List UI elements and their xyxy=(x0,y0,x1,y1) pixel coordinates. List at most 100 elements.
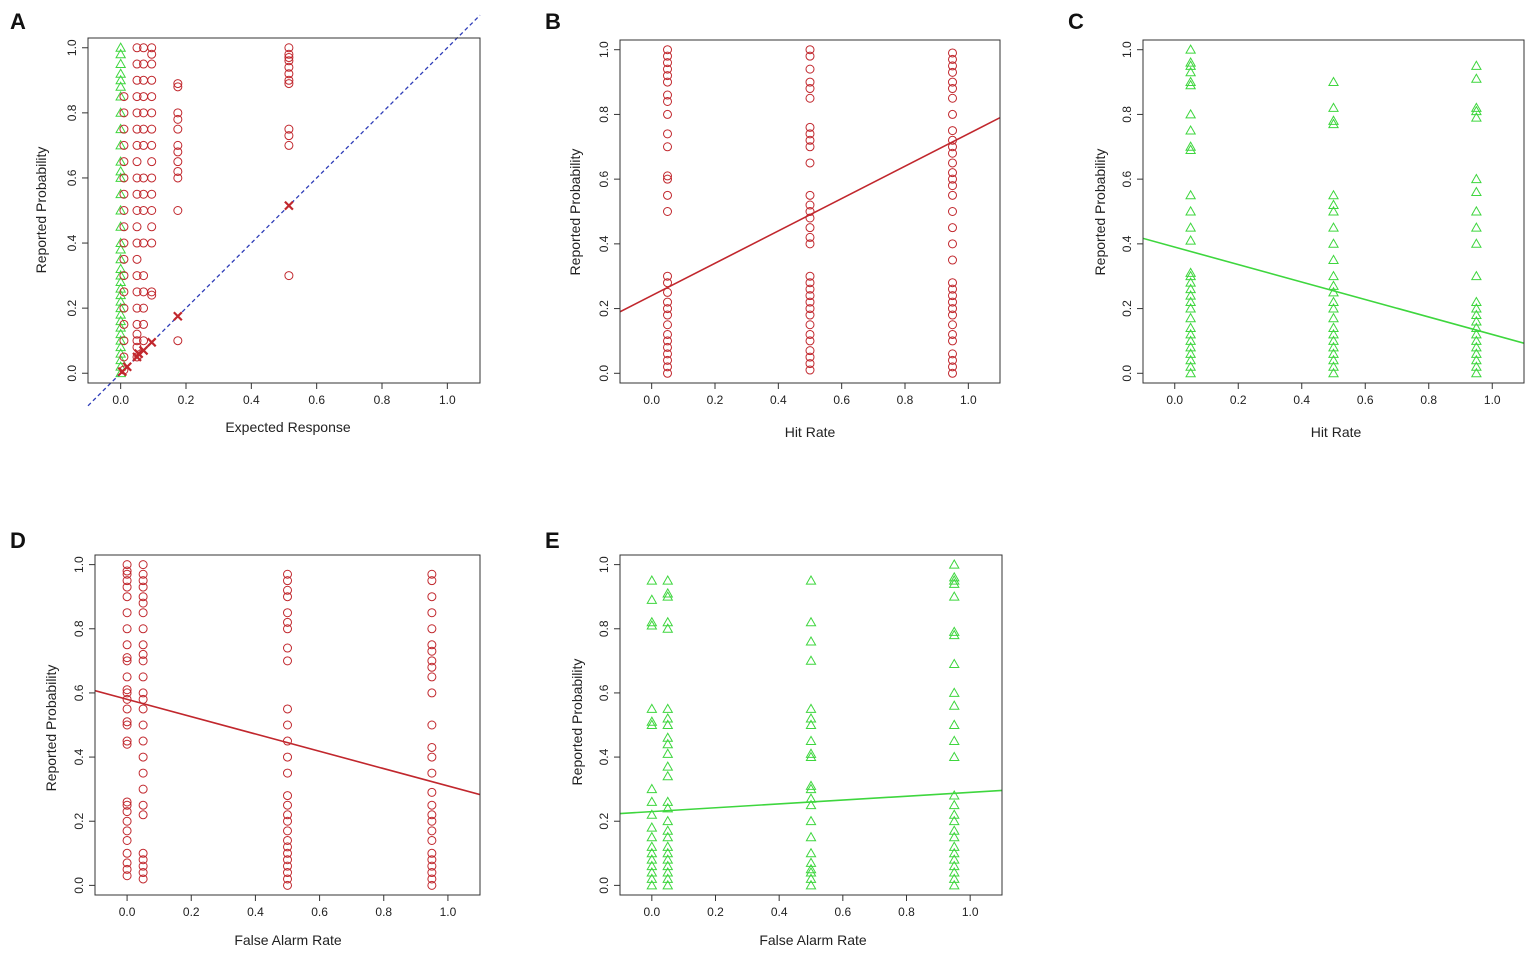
y-tick-label: 0.6 xyxy=(597,684,611,701)
circle-point xyxy=(805,64,815,74)
y-tick-label: 0.4 xyxy=(65,234,79,251)
circle-point xyxy=(119,108,129,118)
triangle-point xyxy=(1470,361,1482,371)
triangle-point xyxy=(1185,354,1197,365)
circle-point xyxy=(147,108,157,118)
triangle-point xyxy=(1328,199,1339,209)
circle-point xyxy=(427,672,437,682)
circle-point xyxy=(284,62,294,72)
y-tick-label: 0.0 xyxy=(1120,365,1134,382)
y-tick-label: 0.0 xyxy=(597,877,611,894)
circle-point xyxy=(122,566,132,576)
panel-e: E False Alarm Rate Reported Probability … xyxy=(545,528,1003,948)
circle-point xyxy=(132,92,142,102)
triangle-point xyxy=(115,221,127,231)
circle-point xyxy=(147,173,157,183)
y-tick-label: 0.6 xyxy=(597,170,611,187)
triangle-point xyxy=(805,780,817,790)
circle-point xyxy=(663,368,672,378)
circle-point xyxy=(948,109,957,119)
y-tick-label: 0.8 xyxy=(72,620,86,637)
circle-point xyxy=(283,617,292,627)
circle-point xyxy=(663,45,672,55)
triangle-point xyxy=(115,253,127,264)
circle-point xyxy=(139,303,149,313)
triangle-point xyxy=(1328,254,1339,264)
panel-letter: B xyxy=(545,9,561,34)
circle-point xyxy=(122,864,132,874)
triangle-point xyxy=(115,107,127,117)
circle-point xyxy=(283,826,292,836)
triangle-point xyxy=(948,789,960,800)
triangle-point xyxy=(646,783,658,794)
y-axis-label: Reported Probability xyxy=(33,147,49,274)
circle-point xyxy=(427,848,437,858)
circle-point xyxy=(132,254,142,264)
x-tick-label: 0.0 xyxy=(643,393,660,407)
triangle-point xyxy=(805,831,817,842)
circle-point xyxy=(805,200,815,210)
triangle-point xyxy=(805,879,817,890)
circle-point xyxy=(805,352,815,362)
triangle-point xyxy=(805,847,817,858)
triangle-point xyxy=(1470,367,1482,378)
circle-point xyxy=(122,797,132,807)
circle-point xyxy=(948,355,957,365)
circle-point xyxy=(173,140,183,150)
triangle-point xyxy=(646,594,658,604)
triangle-point xyxy=(646,619,658,630)
circle-point xyxy=(132,319,142,329)
circle-point xyxy=(132,75,142,85)
circle-point xyxy=(427,874,437,884)
x-tick-label: 0.2 xyxy=(178,393,195,407)
y-tick-label: 0.8 xyxy=(597,106,611,123)
circle-point xyxy=(138,560,148,570)
triangle-point xyxy=(1185,367,1197,378)
triangle-point xyxy=(1185,290,1197,300)
circle-point xyxy=(122,582,132,592)
triangle-point xyxy=(646,879,658,890)
triangle-point xyxy=(115,354,127,365)
triangle-point xyxy=(805,635,817,646)
circle-point xyxy=(119,238,129,248)
circle-point xyxy=(805,93,815,103)
x-tick-label: 0.2 xyxy=(707,905,724,919)
circle-point xyxy=(948,368,957,378)
triangle-point xyxy=(662,796,674,806)
circle-point xyxy=(122,835,132,845)
circle-point xyxy=(138,608,148,618)
triangle-point xyxy=(1328,270,1339,281)
circle-point xyxy=(948,190,957,200)
circle-point xyxy=(427,816,437,826)
y-tick-label: 0.8 xyxy=(65,104,79,121)
triangle-point xyxy=(1328,76,1339,87)
circle-point xyxy=(122,576,132,586)
triangle-point xyxy=(662,748,674,758)
x-tick-label: 0.0 xyxy=(1166,393,1183,407)
triangle-point xyxy=(646,575,658,585)
circle-point xyxy=(284,140,294,150)
circle-point xyxy=(283,835,292,845)
circle-point xyxy=(138,576,148,586)
circle-point xyxy=(948,329,957,339)
circle-point xyxy=(948,84,957,94)
circle-point xyxy=(663,77,672,87)
circle-point xyxy=(173,82,183,92)
triangle-point xyxy=(1470,102,1482,112)
triangle-point xyxy=(1328,118,1339,129)
triangle-point xyxy=(662,623,674,633)
triangle-point xyxy=(1185,235,1197,245)
circle-point xyxy=(284,49,294,59)
triangle-point xyxy=(1328,238,1339,248)
circle-point xyxy=(805,297,815,307)
triangle-point xyxy=(662,616,674,627)
circle-point xyxy=(663,310,672,320)
circle-point xyxy=(663,304,672,314)
circle-point xyxy=(138,624,148,634)
circle-point xyxy=(427,787,437,797)
triangle-point xyxy=(662,831,674,842)
circle-point xyxy=(427,646,437,656)
x-tick-label: 0.4 xyxy=(247,905,264,919)
circle-point xyxy=(132,329,142,339)
circle-point xyxy=(663,71,672,81)
